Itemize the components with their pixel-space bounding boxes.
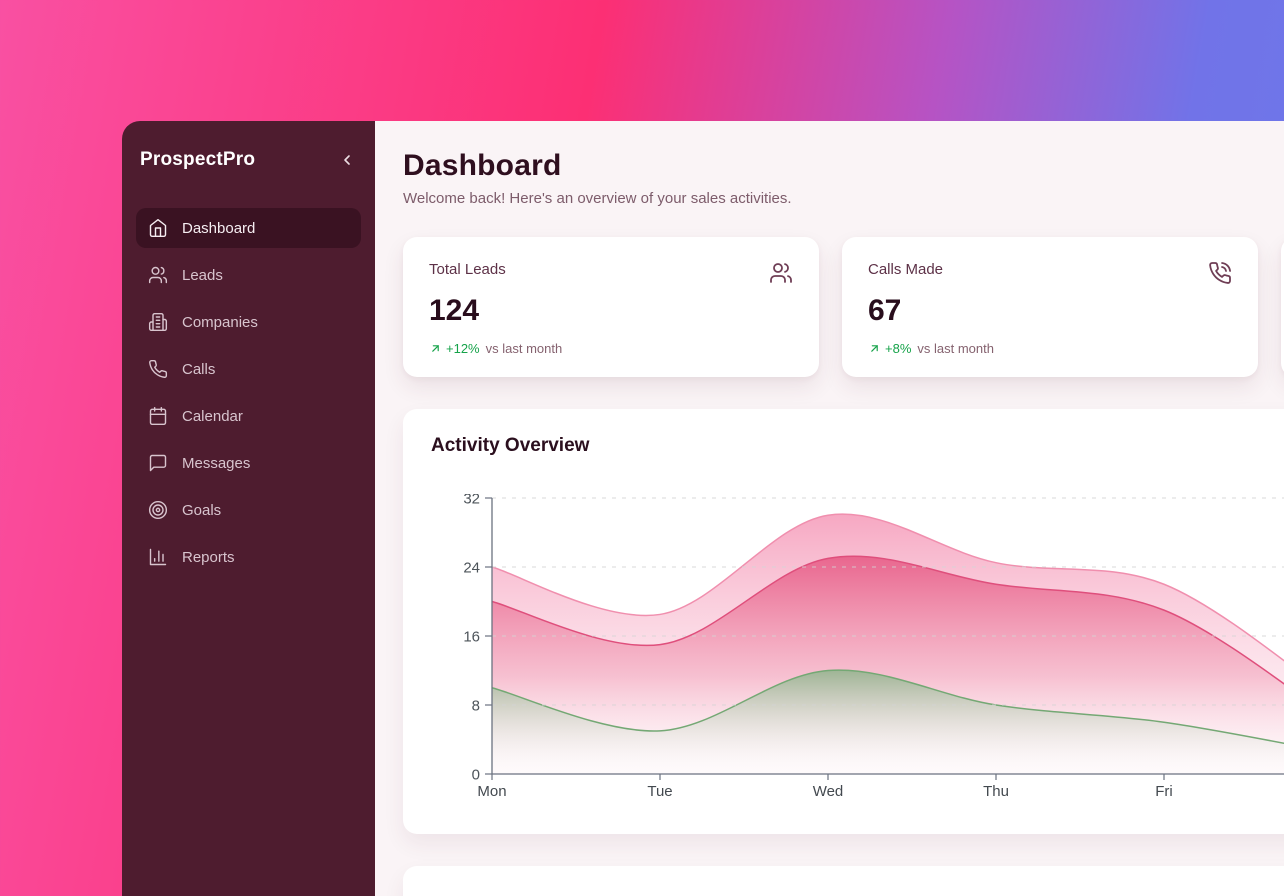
sidebar-item-label: Reports (182, 548, 235, 566)
chart-title: Activity Overview (431, 435, 590, 456)
page-subtitle: Welcome back! Here's an overview of your… (403, 190, 792, 207)
stat-value: 67 (868, 294, 902, 327)
building-icon (148, 312, 168, 332)
y-axis-tick-label: 24 (463, 560, 480, 577)
sidebar-item-leads[interactable]: Leads (136, 255, 361, 295)
x-axis-tick-label: Thu (983, 783, 1009, 800)
sidebar-header: ProspectPro (136, 141, 361, 171)
sidebar-collapse-button[interactable] (339, 152, 355, 168)
activity-area-chart: 08162432MonTueWedThuFriSat (463, 494, 1284, 800)
bar-chart-icon (148, 547, 168, 567)
stat-label: Calls Made (868, 261, 944, 278)
phone-icon (148, 359, 168, 379)
sidebar-item-label: Calls (182, 360, 216, 378)
stat-trend: +8% vs last month (868, 341, 1232, 356)
phone-call-icon (1208, 261, 1232, 285)
y-axis-tick-label: 16 (463, 629, 480, 646)
sidebar-item-label: Messages (182, 454, 251, 472)
target-icon (148, 500, 168, 520)
y-axis-tick-label: 32 (463, 494, 480, 508)
sidebar-item-label: Dashboard (182, 219, 256, 237)
sidebar-nav: Dashboard Leads Companies Calls Calendar Mess… (136, 208, 361, 577)
activity-overview-card: Activity Overview (403, 409, 1284, 834)
users-icon (769, 261, 793, 285)
stat-card-calls-made: Calls Made 67 +8% vs last month (842, 237, 1258, 377)
x-axis-tick-label: Wed (813, 783, 844, 800)
sidebar: ProspectPro Dashboard Leads Companies Calls… (122, 121, 375, 896)
sidebar-item-calendar[interactable]: Calendar (136, 396, 361, 436)
sidebar-item-label: Goals (182, 501, 222, 519)
stat-trend: +12% vs last month (429, 341, 793, 356)
sidebar-item-label: Leads (182, 266, 223, 284)
bottom-card-cutoff (403, 866, 1284, 896)
message-square-icon (148, 453, 168, 473)
calendar-icon (148, 406, 168, 426)
home-icon (148, 218, 168, 238)
sidebar-item-calls[interactable]: Calls (136, 349, 361, 389)
users-icon (148, 265, 168, 285)
app-window: ProspectPro Dashboard Leads Companies Calls… (122, 121, 1284, 896)
y-axis-tick-label: 8 (472, 698, 480, 715)
y-axis-tick-label: 0 (472, 767, 480, 784)
stat-label: Total Leads (429, 261, 506, 278)
sidebar-item-label: Companies (182, 313, 258, 331)
stat-delta: +12% (446, 341, 480, 356)
x-axis-tick-label: Fri (1155, 783, 1173, 800)
stat-card-total-leads: Total Leads 124 +12% vs last month (403, 237, 819, 377)
sidebar-item-goals[interactable]: Goals (136, 490, 361, 530)
x-axis-tick-label: Tue (647, 783, 672, 800)
app-logo: ProspectPro (140, 149, 256, 170)
trend-up-icon (429, 342, 442, 355)
stat-card-cutoff (1281, 237, 1284, 377)
sidebar-item-reports[interactable]: Reports (136, 537, 361, 577)
trend-up-icon (868, 342, 881, 355)
stat-delta-suffix: vs last month (485, 341, 563, 356)
sidebar-item-dashboard[interactable]: Dashboard (136, 208, 361, 248)
page-title: Dashboard (403, 149, 562, 182)
sidebar-item-messages[interactable]: Messages (136, 443, 361, 483)
chevron-left-icon (339, 152, 355, 168)
stat-delta-suffix: vs last month (917, 341, 994, 356)
main-content: Dashboard Welcome back! Here's an overvi… (375, 121, 1284, 896)
sidebar-item-companies[interactable]: Companies (136, 302, 361, 342)
stat-delta: +8% (885, 341, 912, 356)
x-axis-tick-label: Mon (477, 783, 506, 800)
stat-value: 124 (429, 294, 480, 327)
sidebar-item-label: Calendar (182, 407, 243, 425)
stats-grid: Total Leads 124 +12% vs last month Calls Mad… (403, 237, 1284, 377)
